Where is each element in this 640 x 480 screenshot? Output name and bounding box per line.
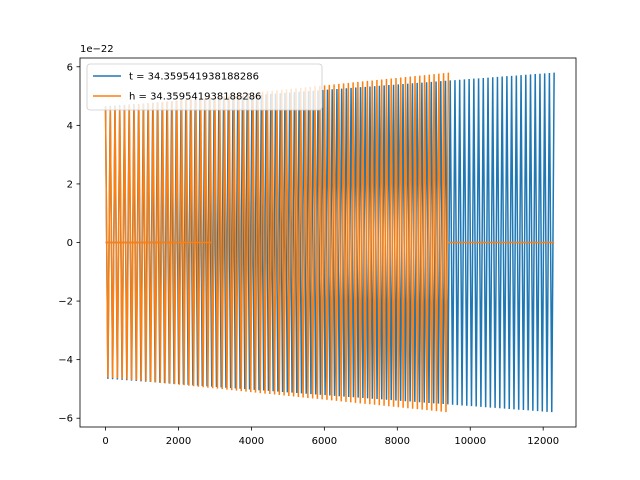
x-tick-label: 4000 [239, 436, 264, 447]
ticks-layer: 0 2000 4000 6000 8000 10000 12000 −6 −4 −2 0 2 4 6 [58, 62, 559, 447]
y-offset-label: 1e−22 [80, 44, 114, 55]
y-tick-label: 6 [67, 62, 73, 73]
y-tick-label: 4 [67, 121, 73, 132]
x-tick-label: 8000 [385, 436, 410, 447]
x-tick-label: 6000 [312, 436, 337, 447]
y-tick-label: −6 [58, 414, 73, 425]
y-tick-label: 2 [67, 179, 73, 190]
x-tick-label: 2000 [166, 436, 191, 447]
y-tick-label: 0 [67, 238, 73, 249]
legend: t = 34.359541938188286 h = 34.35954193818… [86, 63, 323, 111]
y-tick-label: −2 [58, 297, 73, 308]
y-tick-label: −4 [58, 355, 73, 366]
legend-label-1: h = 34.359541938188286 [129, 92, 261, 103]
x-tick-label: 0 [102, 436, 108, 447]
legend-label-0: t = 34.359541938188286 [129, 72, 259, 83]
legend-box [86, 63, 323, 111]
x-tick-label: 10000 [454, 436, 486, 447]
x-tick-label: 12000 [527, 436, 559, 447]
